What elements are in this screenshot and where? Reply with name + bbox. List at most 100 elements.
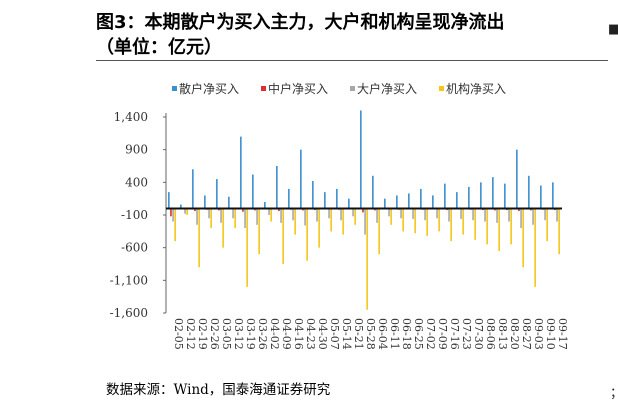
bar-2-20 (412, 208, 414, 219)
bar-0-25 (468, 186, 470, 209)
bar-0-7 (252, 174, 254, 209)
bar-3-18 (390, 208, 392, 225)
x-tick-label: 04-30 (316, 318, 329, 350)
bar-2-25 (472, 208, 474, 221)
edge-square-mark: ■ (608, 22, 618, 37)
x-tick-label: 07-09 (436, 318, 449, 350)
bar-2-17 (376, 208, 378, 223)
y-tick-label: 400 (125, 175, 148, 189)
legend-label-institution: 机构净买入 (446, 82, 507, 96)
legend-item-retail: 散户净买入 (172, 80, 239, 97)
x-tick-label: 07-02 (424, 318, 437, 350)
bar-2-19 (400, 208, 402, 219)
bar-3-0 (174, 208, 176, 242)
bar-2-13 (328, 208, 330, 219)
bar-3-17 (378, 208, 380, 255)
bar-0-12 (312, 181, 314, 209)
bar-1-16 (362, 208, 364, 213)
bar-0-2 (192, 169, 194, 209)
bar-2-12 (316, 208, 318, 222)
bar-2-16 (364, 208, 366, 235)
bar-2-31 (544, 208, 546, 221)
bar-0-10 (288, 188, 290, 209)
figure-title: 图3：本期散户为买入主力，大户和机构呈现净流出 （单位：亿元） (96, 10, 596, 60)
bar-0-29 (516, 149, 518, 209)
bar-2-5 (232, 208, 234, 219)
bar-3-27 (498, 208, 500, 251)
bar-0-19 (396, 195, 398, 209)
bar-0-30 (528, 175, 530, 209)
x-tick-label: 06-11 (388, 318, 401, 350)
x-tick-label: 05-21 (352, 318, 365, 350)
bar-3-28 (510, 208, 512, 245)
bar-3-20 (414, 208, 416, 234)
bar-0-8 (264, 201, 266, 209)
bar-2-3 (208, 208, 210, 219)
legend-swatch-institution (439, 86, 445, 91)
bar-3-21 (426, 208, 428, 236)
x-tick-label: 04-16 (292, 318, 305, 350)
x-tick-label: 09-03 (532, 318, 545, 350)
x-tick-label: 06-18 (400, 318, 413, 350)
legend-label-medium: 中户净买入 (268, 82, 329, 96)
bar-2-9 (280, 208, 282, 223)
bar-0-5 (228, 196, 230, 209)
bar-1-6 (242, 208, 244, 212)
bar-0-23 (444, 183, 446, 209)
bar-0-27 (492, 177, 494, 209)
bar-3-22 (438, 208, 440, 232)
x-tick-label: 07-23 (460, 318, 473, 350)
bar-3-16 (366, 208, 368, 310)
legend-label-large: 大户净买入 (357, 82, 418, 96)
bar-3-13 (330, 208, 332, 232)
bar-2-18 (388, 208, 390, 217)
bar-2-29 (520, 208, 522, 229)
bar-0-0 (168, 192, 170, 209)
x-tick-label: 04-02 (268, 318, 281, 350)
x-tick-label: 02-26 (208, 318, 221, 350)
bar-0-11 (300, 149, 302, 209)
legend-swatch-large (350, 86, 356, 91)
y-tick-label: -600 (121, 241, 148, 255)
legend-item-medium: 中户净买入 (261, 80, 328, 97)
bar-2-24 (460, 208, 462, 219)
figure-title-line2: （单位：亿元） (96, 37, 222, 58)
bar-3-32 (558, 208, 560, 255)
bar-3-25 (474, 208, 476, 240)
bar-2-1 (184, 208, 186, 214)
bar-3-19 (402, 208, 404, 232)
x-tick-label: 06-25 (412, 318, 425, 350)
bar-2-2 (196, 208, 198, 225)
bar-2-4 (220, 208, 222, 223)
bar-3-8 (270, 208, 272, 222)
bar-0-28 (504, 183, 506, 209)
bar-0-14 (336, 188, 338, 209)
bar-0-26 (480, 182, 482, 209)
bar-2-7 (256, 208, 258, 225)
legend-swatch-medium (261, 86, 267, 91)
x-tick-label: 04-23 (304, 318, 317, 350)
x-tick-label: 04-09 (280, 318, 293, 350)
bar-3-4 (222, 208, 224, 248)
figure-title-line1: 图3：本期散户为买入主力，大户和机构呈现净流出 (96, 12, 505, 33)
x-tick-label: 02-19 (196, 318, 209, 350)
x-tick-label: 05-07 (328, 318, 341, 350)
bar-1-9 (278, 208, 280, 212)
bar-3-24 (462, 208, 464, 235)
bar-2-21 (424, 208, 426, 221)
bar-0-9 (276, 166, 278, 209)
x-tick-label: 06-04 (376, 318, 389, 350)
x-tick-label: 08-06 (484, 318, 497, 350)
bar-3-10 (294, 208, 296, 235)
bar-0-18 (384, 198, 386, 209)
x-tick-label: 09-10 (544, 318, 557, 350)
bar-0-22 (432, 195, 434, 209)
x-tick-label: 03-12 (232, 318, 245, 350)
x-tick-label: 05-14 (340, 318, 353, 350)
x-tick-label: 08-27 (520, 318, 533, 350)
bar-3-26 (486, 208, 488, 245)
bar-0-24 (456, 192, 458, 209)
x-tick-label: 07-16 (448, 318, 461, 350)
bar-1-29 (518, 208, 520, 212)
